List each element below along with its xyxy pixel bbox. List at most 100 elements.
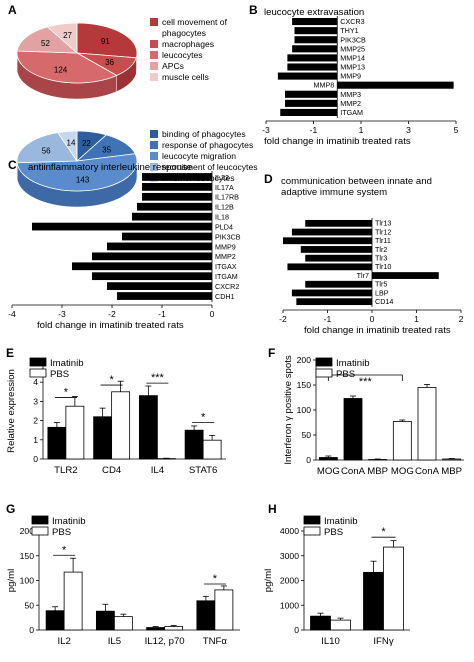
x-tick-label-c-1: -3: [58, 309, 66, 319]
bar-g-0-3: [196, 600, 216, 631]
x-tick-label-c-0: -4: [8, 309, 16, 319]
gene-label-b-4: MMP14: [340, 53, 365, 62]
bar-b-0: [292, 18, 338, 26]
bar-b-2: [294, 36, 338, 44]
gene-label-b-10: ITGAM: [340, 108, 363, 117]
pie-1-legend-swatch-1: [150, 141, 158, 149]
sig-star-h-0: *: [381, 526, 386, 538]
bar-g-1-3: [214, 589, 234, 631]
pie-0-slice-3: [16, 26, 79, 54]
gene-label-c-9: ITGAX: [215, 262, 237, 271]
gene-label-b-1: THY1: [340, 26, 358, 35]
bar-e-1-1: [111, 391, 131, 460]
bar-c-9: [72, 262, 212, 271]
panel-letter-h: H: [268, 502, 277, 516]
y-tick-label-f-4: 200: [297, 355, 312, 365]
pie-1-value-1: 35: [102, 146, 111, 155]
x-tick-label-f-0-0: MOG: [317, 466, 340, 477]
bar-d-9: [296, 298, 372, 306]
legend-swatch-g-1: [31, 526, 49, 536]
x-axis-label-b: fold change in imatinib treated rats: [264, 136, 411, 147]
pie-1-legend-swatch-3: [150, 163, 158, 171]
bar-c-3: [137, 202, 212, 211]
legend-swatch-f-1: [315, 368, 333, 378]
pie-1-legend-label-1: response of phagocytes: [162, 140, 253, 150]
gene-label-c-5: PLD4: [215, 222, 233, 231]
bar-c-11: [107, 282, 212, 290]
bar-f-1-1: [417, 387, 437, 461]
pie-0-value-2: 124: [54, 66, 68, 75]
bar-b-3: [292, 45, 338, 53]
gene-label-d-4: Tlr3: [375, 254, 387, 263]
pie-1-legend-label-0: binding of phagocytes: [162, 129, 246, 139]
gene-label-d-6: Tlr7: [357, 271, 369, 280]
x-tick-label-d-4: 2: [459, 314, 464, 324]
x-tick-label-e-1: CD4: [102, 465, 122, 476]
gene-label-c-11: CXCR2: [215, 282, 239, 291]
pie-1-legend-swatch-2: [150, 152, 158, 160]
gene-label-d-0: Tlr13: [375, 219, 391, 228]
bar-b-4: [287, 54, 338, 62]
sig-star-f: ***: [359, 376, 373, 388]
panel-e-relative-expression: E012345Relative expressionTLR2CD4IL4STAT…: [6, 346, 226, 476]
gene-label-d-3: Tlr2: [375, 245, 387, 254]
pie-0-legend-label-1: phagocytes: [162, 28, 206, 38]
bar-b-10: [280, 108, 338, 116]
panel-letter-c: C: [8, 158, 17, 172]
bar-d-5: [287, 263, 372, 271]
x-tick-label-e-2: IL4: [151, 465, 165, 476]
bar-g-1-0: [63, 571, 83, 631]
panel-letter-a: A: [8, 3, 17, 17]
x-tick-label-f-1-0: MOG: [391, 466, 414, 477]
bar-c-8: [92, 252, 212, 261]
bar-e-1-3: [202, 439, 222, 460]
bar-b-9: [285, 99, 338, 107]
pie-0-legend-label-3: leucocytes: [162, 50, 203, 60]
legend-swatch-e-0: [29, 357, 47, 367]
bar-f-0-1: [343, 398, 363, 461]
gene-label-c-4: IL18: [215, 213, 229, 222]
legend-swatch-h-0: [303, 515, 321, 525]
gene-label-b-2: PIK3CB: [340, 35, 366, 44]
x-tick-label-b-4: 5: [454, 125, 459, 135]
bar-f-1-0: [392, 421, 412, 461]
pie-0-value-1: 36: [105, 58, 114, 67]
y-tick-label-e-0: 0: [33, 454, 38, 464]
gene-label-c-3: IL12B: [215, 203, 234, 212]
bar-f-0-0: [318, 457, 338, 461]
y-axis-label-e: Relative expression: [6, 369, 17, 453]
pie-0-legend-swatch-4: [150, 73, 158, 81]
gene-label-c-2: IL17RB: [215, 193, 239, 202]
pie-1-slice-4: [57, 130, 78, 163]
pie-1-legend-label-3: recruitment of leucocytes: [162, 162, 258, 172]
legend-label-g-1: PBS: [52, 527, 71, 538]
pie-1-value-2: 143: [76, 175, 90, 184]
bar-e-0-0: [47, 426, 67, 460]
bar-b-1: [294, 27, 338, 35]
panel-letter-d: D: [264, 172, 273, 186]
y-tick-label-h-0: 0: [294, 625, 299, 635]
bar-d-2: [283, 237, 372, 245]
pie-0-legend-swatch-0: [150, 18, 158, 26]
bar-e-0-3: [184, 429, 204, 460]
bar-c-2: [142, 192, 212, 201]
panel-g-cytokines: G 0 50 100 150 200 pg/ml IL2 IL5 IL12, p70 TNFα * * I…: [6, 502, 240, 647]
pie-0-value-0: 91: [101, 37, 110, 46]
chart-title-d-1: adaptive immune system: [281, 187, 387, 198]
legend-swatch-h-1: [303, 526, 321, 536]
x-tick-label-d-1: -1: [324, 314, 332, 324]
x-tick-label-f-0-2: MBP: [367, 466, 388, 477]
y-tick-label-e-4: 4: [33, 377, 38, 387]
pie-0-slice-4: [46, 22, 78, 54]
y-tick-label-g-4: 200: [20, 526, 35, 536]
bar-d-7: [305, 280, 372, 288]
gene-label-c-10: ITGAM: [215, 272, 238, 281]
pie-0-legend-label-5: muscle cells: [162, 72, 209, 82]
gene-label-d-5: Tlr10: [375, 262, 391, 271]
pie-1-value-0: 22: [82, 139, 91, 148]
pie-0-value-3: 52: [41, 39, 50, 48]
x-tick-label-h-0: IL10: [321, 636, 340, 647]
sig-bracket-f: [327, 374, 403, 381]
